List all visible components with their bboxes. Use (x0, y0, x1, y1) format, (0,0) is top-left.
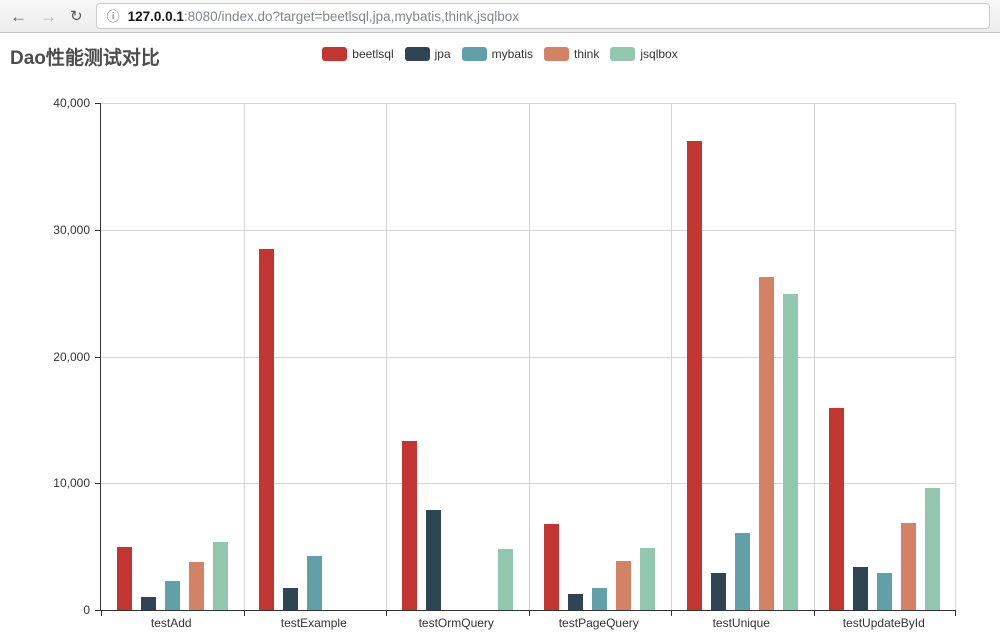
gridline-vertical (528, 103, 530, 610)
legend-item-jpa[interactable]: jpa (404, 47, 451, 61)
x-axis-label: testPageQuery (558, 616, 639, 630)
bar-beetlsql-testOrmQuery[interactable] (401, 441, 417, 610)
legend-item-beetlsql[interactable]: beetlsql (322, 47, 394, 61)
bar-mybatis-testUpdateById[interactable] (877, 573, 893, 610)
browser-toolbar: ← → ↻ ⓘ 127.0.0.1:8080/index.do?target=b… (0, 0, 1000, 33)
bar-jsqlbox-testUpdateById[interactable] (925, 488, 941, 610)
bar-think-testUnique[interactable] (758, 276, 774, 610)
forward-icon[interactable]: → (40, 6, 57, 26)
bar-mybatis-testAdd[interactable] (164, 580, 180, 610)
bar-jpa-testPageQuery[interactable] (568, 593, 584, 610)
gridline-vertical (386, 103, 387, 610)
bar-jsqlbox-testAdd[interactable] (212, 541, 228, 610)
legend-swatch-mybatis (461, 47, 487, 61)
bar-beetlsql-testAdd[interactable] (116, 546, 132, 610)
bar-think-testAdd[interactable] (188, 561, 204, 610)
gridline-vertical (671, 103, 672, 610)
chart-legend: beetlsql jpa mybatis think jsqlbox (0, 47, 1000, 61)
bar-think-testPageQuery[interactable] (616, 560, 632, 610)
url-host: 127.0.0.1 (127, 8, 184, 24)
refresh-icon[interactable]: ↻ (70, 7, 83, 25)
gridline-vertical (955, 103, 956, 610)
legend-label: jsqlbox (640, 47, 678, 61)
bar-jpa-testUnique[interactable] (710, 573, 726, 610)
x-axis-label: testExample (280, 616, 347, 630)
legend-label: beetlsql (352, 47, 394, 61)
y-axis-tick (95, 103, 100, 104)
x-axis-label: testOrmQuery (418, 616, 494, 630)
legend-swatch-beetlsql (322, 47, 348, 61)
legend-item-think[interactable]: think (544, 47, 599, 61)
x-axis-tick (671, 611, 672, 616)
bar-jpa-testExample[interactable] (283, 588, 299, 610)
x-axis-tick (243, 611, 245, 616)
x-axis-tick (528, 611, 530, 616)
legend-swatch-jsqlbox (610, 47, 636, 61)
back-icon[interactable]: ← (10, 6, 27, 26)
bar-mybatis-testExample[interactable] (307, 555, 323, 610)
bar-beetlsql-testPageQuery[interactable] (544, 523, 560, 610)
y-axis-tick (95, 229, 100, 231)
bar-mybatis-testPageQuery[interactable] (592, 588, 608, 610)
bar-think-testUpdateById[interactable] (901, 522, 917, 610)
bar-beetlsql-testUpdateById[interactable] (829, 408, 845, 610)
y-axis-label: 0 (83, 603, 90, 617)
x-axis-label: testAdd (150, 616, 192, 630)
chart-title: Dao性能测试对比 (10, 48, 160, 69)
bar-jsqlbox-testOrmQuery[interactable] (497, 549, 513, 610)
bar-jsqlbox-testUnique[interactable] (782, 294, 798, 610)
bar-mybatis-testUnique[interactable] (734, 532, 750, 610)
legend-label: jpa (434, 47, 451, 61)
y-axis-label: 40,000 (53, 96, 90, 110)
legend-swatch-think (544, 47, 569, 61)
legend-item-jsqlbox[interactable]: jsqlbox (610, 47, 678, 61)
bar-beetlsql-testExample[interactable] (259, 248, 275, 610)
y-axis-tick (95, 610, 100, 611)
chart-plot (95, 103, 956, 616)
legend-label: think (574, 47, 600, 61)
x-axis-tick (101, 611, 102, 616)
bar-jpa-testUpdateById[interactable] (853, 566, 869, 610)
url-text[interactable]: 127.0.0.1:8080/index.do?target=beetlsql,… (128, 9, 519, 24)
y-axis-tick (95, 483, 100, 485)
legend-label: mybatis (491, 47, 533, 61)
x-axis-tick (955, 611, 956, 616)
x-axis-tick (813, 611, 815, 616)
gridline-vertical (243, 103, 245, 610)
page-info-icon[interactable]: ⓘ (106, 8, 120, 24)
bar-jsqlbox-testPageQuery[interactable] (640, 547, 656, 610)
x-axis-label: testUpdateById (842, 616, 925, 630)
y-axis-label: 20,000 (53, 349, 90, 364)
y-axis-label: 30,000 (53, 222, 90, 237)
legend-item-mybatis[interactable]: mybatis (461, 47, 533, 61)
y-axis-label: 10,000 (53, 476, 90, 491)
bar-jpa-testAdd[interactable] (140, 597, 156, 610)
x-axis-tick (386, 611, 387, 616)
bar-beetlsql-testUnique[interactable] (686, 141, 702, 610)
legend-swatch-jpa (404, 47, 430, 61)
url-path: :8080/index.do?target=beetlsql,jpa,mybat… (183, 8, 519, 24)
y-axis-tick (95, 356, 100, 358)
gridline-vertical (813, 103, 815, 610)
bar-jpa-testOrmQuery[interactable] (425, 509, 441, 610)
x-axis-label: testUnique (712, 616, 770, 630)
url-bar[interactable]: ⓘ 127.0.0.1:8080/index.do?target=beetlsq… (95, 3, 990, 29)
